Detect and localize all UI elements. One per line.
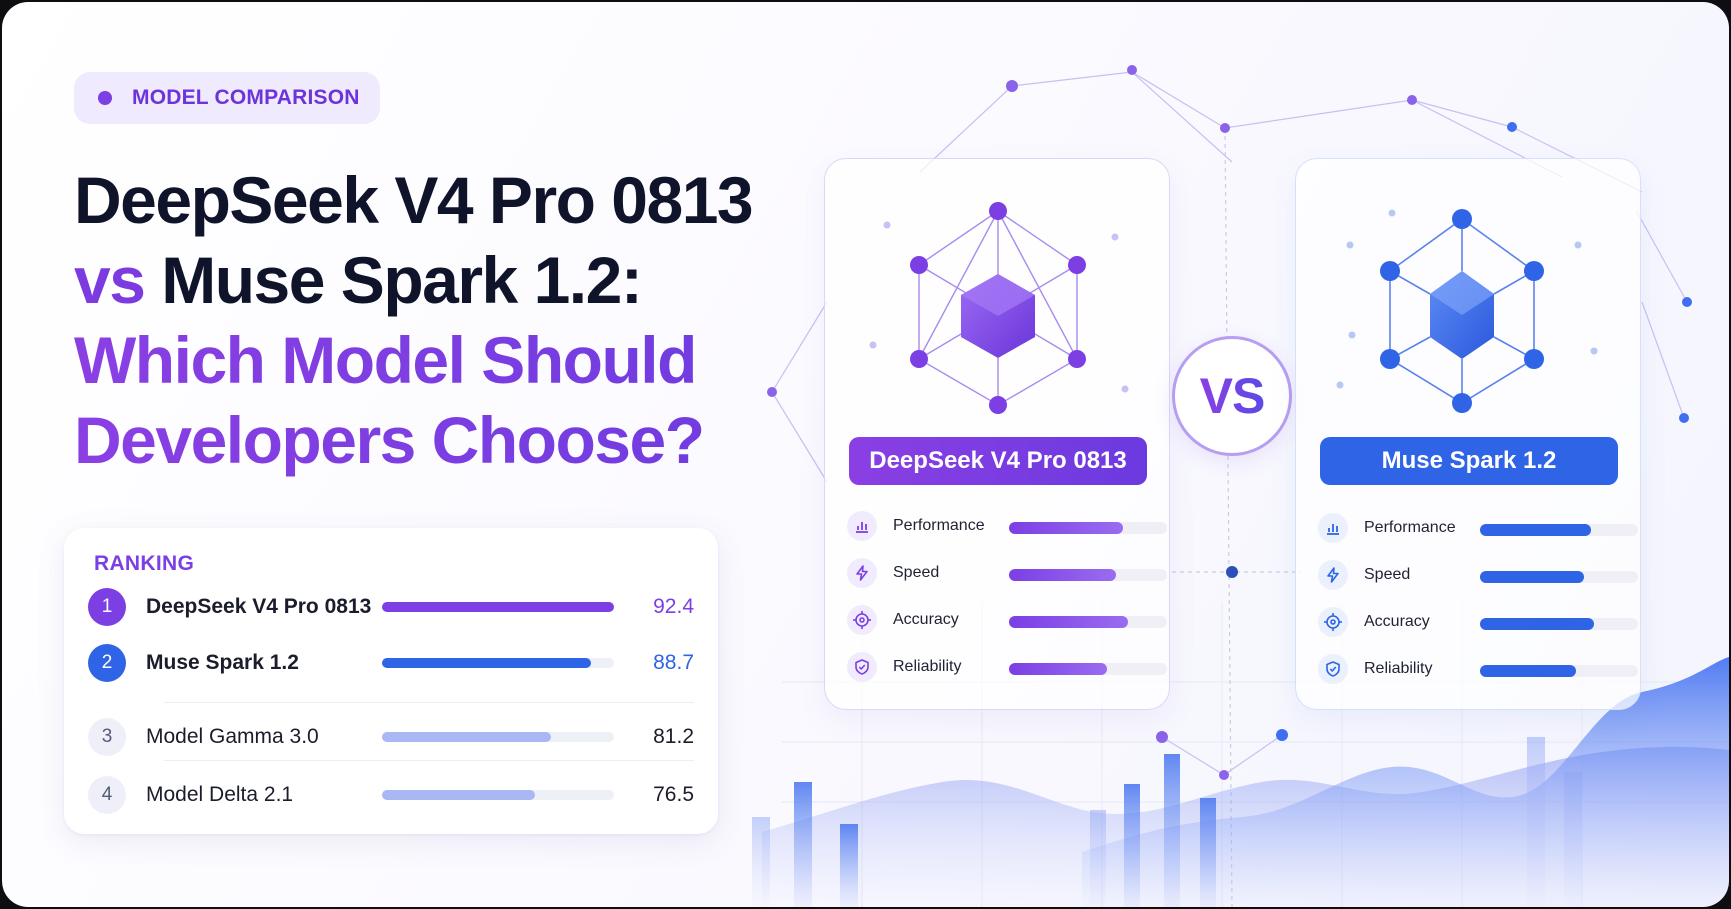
ranking-divider <box>164 702 694 703</box>
ranking-row-2: 2 Muse Spark 1.2 88.7 <box>88 634 694 690</box>
shield-icon <box>1318 654 1348 684</box>
metric-reliability: Reliability <box>847 650 1167 686</box>
metric-bar-fill <box>1480 665 1577 677</box>
target-icon <box>847 605 877 635</box>
metric-bar-fill <box>1009 569 1117 581</box>
badge-dot-icon <box>98 91 112 105</box>
rank-model-name: DeepSeek V4 Pro 0813 <box>146 595 372 618</box>
vs-badge: VS <box>1172 336 1292 456</box>
metric-label: Performance <box>893 517 985 534</box>
hexagon-network-icon <box>869 202 1129 414</box>
metric-accuracy: Accuracy <box>847 603 1167 639</box>
vs-label: VS <box>1199 368 1266 424</box>
metric-accuracy: Accuracy <box>1318 605 1638 641</box>
metric-bar-fill <box>1480 618 1594 630</box>
title-line-3: Which Model Should <box>74 320 794 400</box>
title-line-2: vs Muse Spark 1.2: <box>74 240 794 320</box>
metric-bar-track <box>1480 665 1638 677</box>
rank-bar-track <box>382 658 614 668</box>
metric-bar-track <box>1480 571 1638 583</box>
shield-icon <box>847 652 877 682</box>
bar-chart-icon <box>1318 513 1348 543</box>
page-title: DeepSeek V4 Pro 0813 vs Muse Spark 1.2: … <box>74 160 794 480</box>
metric-bar-track <box>1009 522 1167 534</box>
target-icon <box>1318 607 1348 637</box>
rank-bar-fill <box>382 658 591 668</box>
ranking-divider <box>164 760 694 761</box>
title-line-1: DeepSeek V4 Pro 0813 <box>74 163 754 237</box>
ranking-card: RANKING 1 DeepSeek V4 Pro 0813 92.4 2 Mu… <box>64 528 718 834</box>
rank-model-name: Model Delta 2.1 <box>146 783 294 806</box>
metric-label: Reliability <box>893 658 962 675</box>
rank-number: 1 <box>88 588 126 626</box>
metric-bar-fill <box>1009 522 1123 534</box>
metric-speed: Speed <box>1318 558 1638 594</box>
rank-number: 2 <box>88 644 126 682</box>
metric-bar-fill <box>1009 663 1107 675</box>
lightning-icon <box>847 558 877 588</box>
model-name-pill: Muse Spark 1.2 <box>1320 437 1618 485</box>
rank-bar-track <box>382 732 614 742</box>
rank-bar-fill <box>382 732 552 742</box>
badge-label: MODEL COMPARISON <box>132 86 360 109</box>
metric-label: Speed <box>1364 566 1411 583</box>
model-name-pill: DeepSeek V4 Pro 0813 <box>849 437 1147 485</box>
metric-label: Accuracy <box>893 611 959 628</box>
metric-bar-fill <box>1480 571 1585 583</box>
metric-bar-fill <box>1009 616 1128 628</box>
rank-number: 3 <box>88 718 126 756</box>
metric-reliability: Reliability <box>1318 652 1638 688</box>
rank-score: 81.2 <box>653 725 694 748</box>
rank-model-name: Model Gamma 3.0 <box>146 725 319 748</box>
metric-speed: Speed <box>847 556 1167 592</box>
metric-bar-track <box>1009 663 1167 675</box>
rank-model-name: Muse Spark 1.2 <box>146 651 299 674</box>
rank-bar-track <box>382 790 614 800</box>
metric-label: Performance <box>1364 519 1456 536</box>
title-line-2-rest: Muse Spark 1.2: <box>144 243 643 317</box>
metric-label: Reliability <box>1364 660 1433 677</box>
metric-performance: Performance <box>847 509 1167 545</box>
rank-score: 76.5 <box>653 783 694 806</box>
rank-score: 92.4 <box>653 595 694 618</box>
model-card-muse-spark: Muse Spark 1.2 Performance Speed Accurac… <box>1295 158 1641 710</box>
title-vs: vs <box>74 243 146 317</box>
rank-bar-fill <box>382 602 614 612</box>
metric-label: Speed <box>893 564 940 581</box>
ranking-row-3: 3 Model Gamma 3.0 81.2 <box>88 708 694 764</box>
hexagon-network-icon <box>1336 209 1598 413</box>
metric-performance: Performance <box>1318 511 1638 547</box>
rank-score: 88.7 <box>653 651 694 674</box>
rank-bar-fill <box>382 790 536 800</box>
ranking-title: RANKING <box>94 552 195 575</box>
metric-bar-track <box>1009 569 1167 581</box>
rank-number: 4 <box>88 776 126 814</box>
model-card-deepseek: DeepSeek V4 Pro 0813 Performance Speed A… <box>824 158 1170 710</box>
ranking-row-1: 1 DeepSeek V4 Pro 0813 92.4 <box>88 578 694 634</box>
lightning-icon <box>1318 560 1348 590</box>
metric-bar-track <box>1480 524 1638 536</box>
metric-bar-track <box>1480 618 1638 630</box>
ranking-row-4: 4 Model Delta 2.1 76.5 <box>88 766 694 822</box>
rank-bar-track <box>382 602 614 612</box>
category-badge: MODEL COMPARISON <box>74 72 380 124</box>
bar-chart-icon <box>847 511 877 541</box>
title-line-4: Developers Choose? <box>74 400 794 480</box>
metric-label: Accuracy <box>1364 613 1430 630</box>
metric-bar-track <box>1009 616 1167 628</box>
metric-bar-fill <box>1480 524 1591 536</box>
